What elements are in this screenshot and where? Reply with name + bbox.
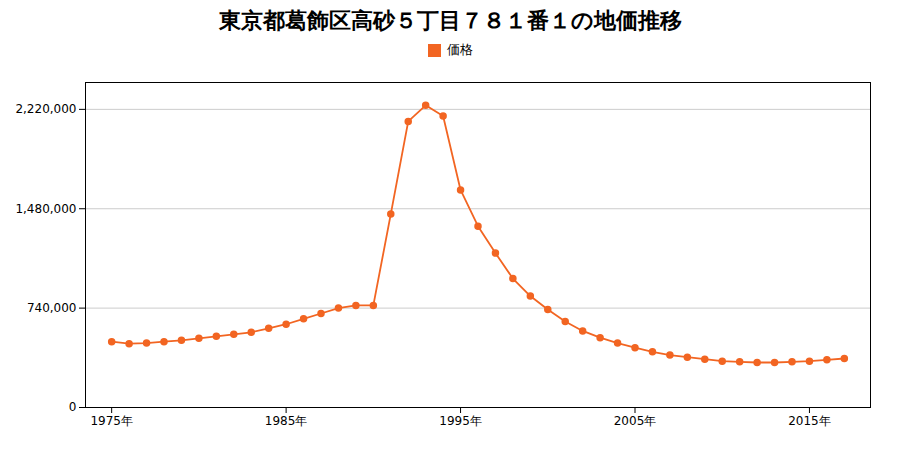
- svg-text:1975年: 1975年: [90, 414, 133, 428]
- svg-text:2,220,000: 2,220,000: [15, 102, 76, 116]
- svg-text:0: 0: [69, 400, 77, 414]
- svg-text:2005年: 2005年: [614, 414, 657, 428]
- html-text:東京都葛飾区高砂５丁目７８１番１の地価推移: 東京都葛飾区高砂５丁目７８１番１の地価推移: [218, 8, 682, 33]
- svg-text:740,000: 740,000: [27, 301, 77, 315]
- html-text:価格: 価格: [446, 42, 473, 57]
- svg-text:1995年: 1995年: [439, 414, 482, 428]
- svg-text:1985年: 1985年: [265, 414, 308, 428]
- svg-text:1,480,000: 1,480,000: [15, 202, 76, 216]
- svg-text:2015年: 2015年: [788, 414, 831, 428]
